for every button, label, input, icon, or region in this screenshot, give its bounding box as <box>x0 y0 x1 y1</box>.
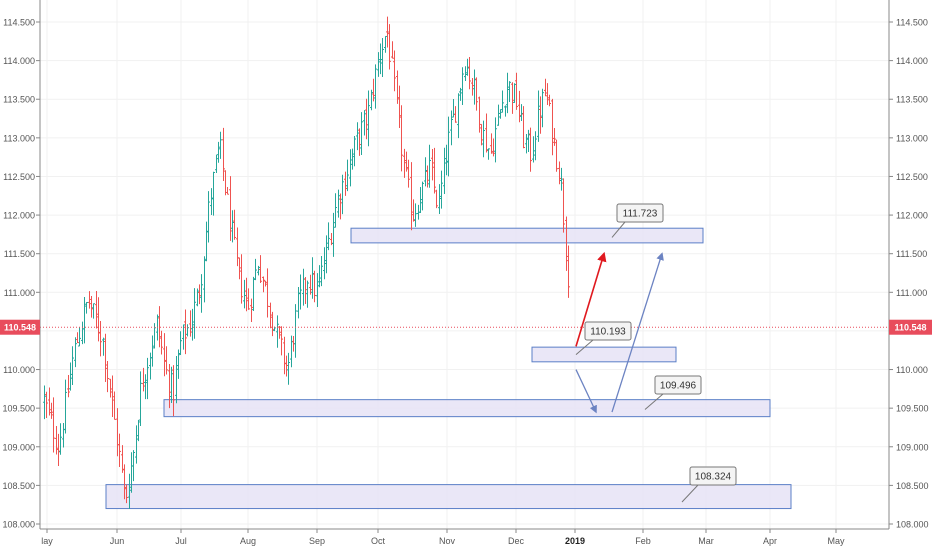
right-price-label: 114.000 <box>896 56 928 66</box>
current-price-value: 110.548 <box>4 323 36 333</box>
left-price-label: 113.500 <box>3 95 35 105</box>
callout-box <box>616 203 664 223</box>
current-price-badge-right: 110.548 <box>889 319 932 335</box>
right-price-label: 113.000 <box>896 133 928 143</box>
time-label: Dec <box>508 536 525 546</box>
price-bars <box>43 16 570 509</box>
callout-pointer <box>575 339 594 356</box>
time-label: Jun <box>110 536 125 546</box>
price-zone-111.723[interactable] <box>350 227 704 244</box>
callout-label: 109.496 <box>660 381 697 392</box>
right-price-label: 112.000 <box>896 211 928 221</box>
price-callout-110.193[interactable]: 110.193 <box>575 321 632 356</box>
callout-label: 111.723 <box>623 209 658 220</box>
support-resistance-zones[interactable] <box>105 227 792 510</box>
grid-lines <box>40 0 889 529</box>
left-price-label: 112.000 <box>3 211 35 221</box>
projection-arrows[interactable] <box>575 251 664 414</box>
time-label: Nov <box>439 536 456 546</box>
price-zone-109.496[interactable] <box>163 399 771 418</box>
bullish-projection-arrow[interactable] <box>575 251 607 347</box>
time-label: Jul <box>175 536 187 546</box>
price-callouts[interactable]: 111.723 110.193 109.496 108.324 <box>575 203 737 503</box>
callout-pointer <box>681 484 699 503</box>
left-price-label: 114.000 <box>3 56 35 66</box>
time-label: 2019 <box>565 536 585 546</box>
right-price-label: 109.000 <box>896 442 929 452</box>
time-label: Aug <box>240 536 256 546</box>
current-price-badge-left: 110.548 <box>0 319 40 335</box>
current-price-badge-bg <box>889 319 932 335</box>
left-price-label: 111.500 <box>4 249 35 259</box>
callout-label: 108.324 <box>695 472 732 483</box>
time-label: Mar <box>698 536 714 546</box>
time-label: Apr <box>763 536 777 546</box>
callout-label: 110.193 <box>590 327 626 338</box>
left-price-label: 113.000 <box>3 133 35 143</box>
left-price-label: 108.000 <box>2 520 35 530</box>
right-price-label: 108.500 <box>896 481 929 491</box>
time-label: Oct <box>371 536 386 546</box>
pullback-projection-arrow[interactable] <box>575 369 597 414</box>
left-price-label: 108.500 <box>2 481 35 491</box>
callout-pointer <box>644 393 664 410</box>
callout-box <box>689 466 737 486</box>
time-label: Feb <box>635 536 651 546</box>
current-price-badge-bg <box>0 319 40 335</box>
right-price-label: 114.500 <box>896 18 928 28</box>
callout-box <box>654 375 702 395</box>
right-price-label: 111.500 <box>896 249 927 259</box>
callout-box <box>584 321 632 341</box>
left-price-label: 110.000 <box>3 365 35 375</box>
time-label: lay <box>41 536 53 546</box>
right-price-label: 109.500 <box>896 404 929 414</box>
time-label: Sep <box>309 536 325 546</box>
time-label: May <box>827 536 845 546</box>
left-price-label: 111.000 <box>4 288 35 298</box>
left-price-label: 109.000 <box>2 442 35 452</box>
price-zone-110.193[interactable] <box>531 346 677 363</box>
right-price-label: 112.500 <box>896 172 928 182</box>
price-callout-109.496[interactable]: 109.496 <box>644 375 702 410</box>
right-price-label: 111.000 <box>896 288 927 298</box>
left-price-label: 109.500 <box>2 404 35 414</box>
current-price-value: 110.548 <box>894 323 926 333</box>
rebound-projection-arrow[interactable] <box>611 252 664 413</box>
price-callout-108.324[interactable]: 108.324 <box>681 466 737 503</box>
callout-pointer <box>611 221 626 238</box>
right-price-label: 110.000 <box>896 365 928 375</box>
price-zone-108.324[interactable] <box>105 484 792 510</box>
left-price-label: 112.500 <box>3 172 35 182</box>
right-price-label: 113.500 <box>896 95 928 105</box>
right-price-label: 108.000 <box>896 520 929 530</box>
price-callout-111.723[interactable]: 111.723 <box>611 203 664 238</box>
left-price-label: 114.500 <box>3 18 35 28</box>
